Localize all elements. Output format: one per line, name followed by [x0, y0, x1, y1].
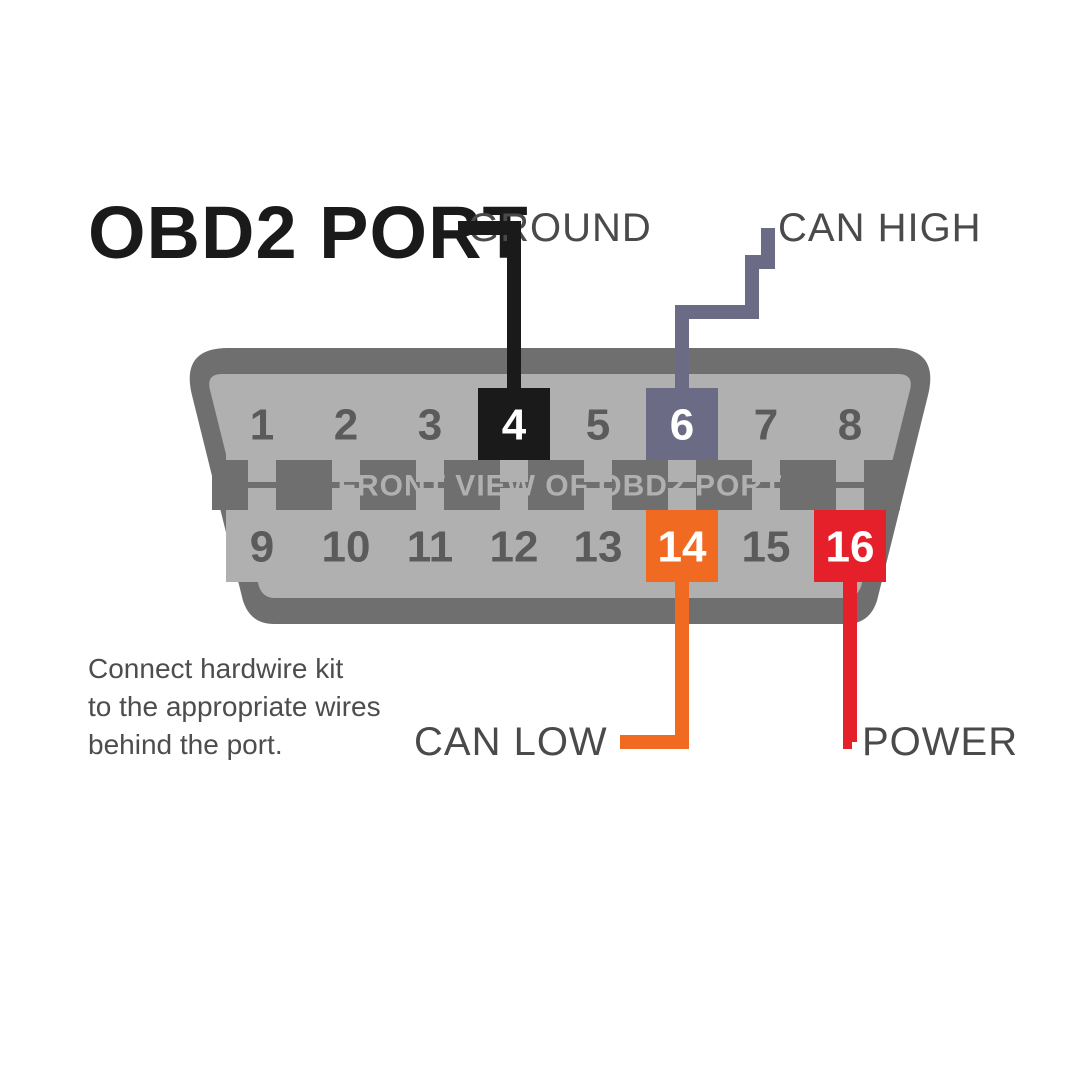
diagram-canvas: OBD2 PORT GROUND CAN HIGH CAN LOW POWER …	[0, 0, 1080, 1080]
pin-number-2: 2	[334, 400, 358, 449]
pin-number-5: 5	[586, 400, 610, 449]
pin-number-11: 11	[407, 522, 454, 571]
pin-number-16: 16	[826, 522, 875, 571]
pin-number-12: 12	[490, 522, 539, 571]
pin-number-15: 15	[742, 522, 791, 571]
wire-power	[850, 582, 852, 742]
pin-number-10: 10	[322, 522, 371, 571]
connector-center-label: FRONT VIEW OF OBD2 PORT	[338, 470, 783, 503]
pin-number-1: 1	[250, 400, 274, 449]
pin-number-13: 13	[574, 522, 623, 571]
pin-number-9: 9	[250, 522, 274, 571]
obd2-connector-svg: 12345678910111213141516FRONT VIEW OF OBD…	[0, 0, 1080, 1080]
pin-number-4: 4	[502, 400, 527, 449]
pin-number-14: 14	[658, 522, 707, 571]
pin-number-3: 3	[418, 400, 442, 449]
pin-number-8: 8	[838, 400, 862, 449]
pin-number-7: 7	[754, 400, 778, 449]
pin-number-6: 6	[670, 400, 694, 449]
